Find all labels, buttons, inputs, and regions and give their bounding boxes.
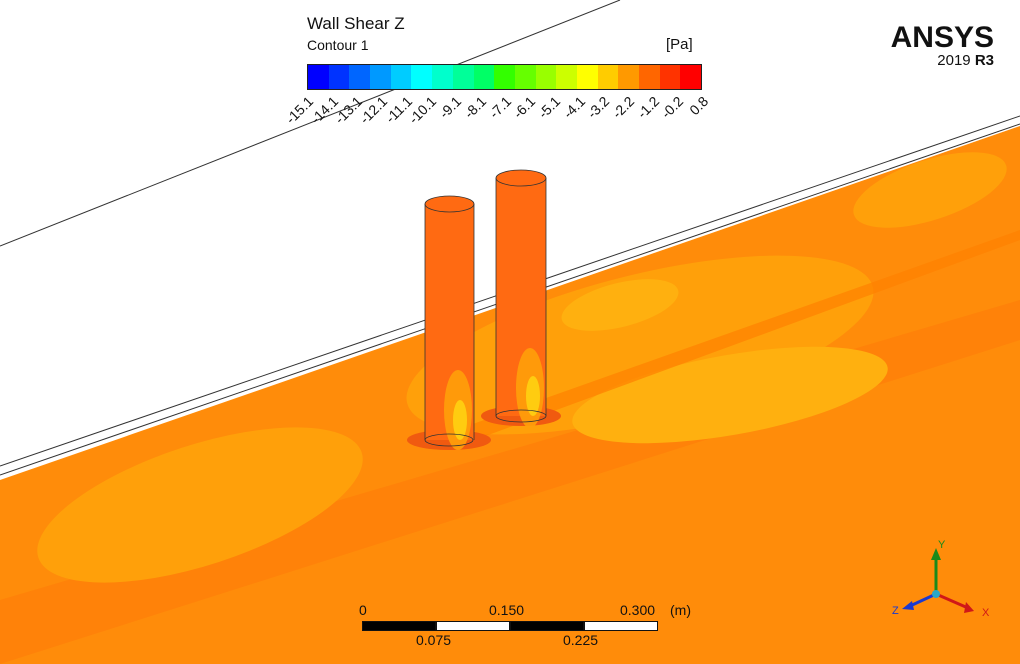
scale-label-300: 0.300 — [620, 602, 656, 618]
scale-segment — [362, 621, 436, 631]
colorbar-segment — [432, 65, 453, 89]
colorbar-segment — [473, 65, 495, 89]
colorbar — [307, 64, 702, 90]
colorbar-segment — [349, 65, 371, 89]
axis-z-label: Z — [892, 605, 899, 617]
colorbar-segment — [390, 65, 412, 89]
legend-subtitle: Contour 1 — [307, 37, 369, 53]
colorbar-segment — [680, 65, 702, 89]
axis-x-label: X — [982, 607, 990, 619]
colorbar-segment — [659, 65, 681, 89]
scale-label-0: 0 — [359, 602, 367, 618]
scale-bar: 0 0.150 0.300 (m) 0.075 0.225 — [359, 602, 691, 662]
contour-region — [572, 346, 888, 444]
colorbar-segment — [556, 65, 577, 89]
scale-segment — [510, 621, 584, 631]
colorbar-segment — [452, 65, 474, 89]
scale-segment — [584, 621, 658, 631]
colorbar-segment — [576, 65, 598, 89]
scale-segment — [436, 621, 510, 631]
axis-triad: Y X Z — [892, 539, 990, 619]
ansys-logo: ANSYS 2019 R3 — [890, 21, 994, 70]
colorbar-segment — [618, 65, 639, 89]
colorbar-segment — [514, 65, 536, 89]
cylinder-left — [407, 195, 491, 450]
domain-edge-line — [0, 0, 621, 247]
legend-unit: [Pa] — [666, 36, 693, 53]
colorbar-segment — [535, 65, 557, 89]
cylinder-right — [481, 169, 561, 428]
colorbar-segment — [597, 65, 619, 89]
contour-region — [853, 152, 1007, 228]
contour-region — [561, 279, 679, 331]
axis-y-label: Y — [938, 539, 946, 551]
colorbar-segment — [494, 65, 515, 89]
legend-title: Wall Shear Z — [307, 14, 405, 33]
scale-label-075: 0.075 — [416, 632, 452, 648]
colorbar-segment — [370, 65, 391, 89]
contour-region — [37, 427, 363, 583]
brand-name: ANSYS — [890, 21, 994, 54]
colorbar-segment — [308, 65, 329, 89]
brand-version: 2019 R3 — [891, 52, 994, 70]
version-year: 2019 — [937, 52, 971, 69]
scale-unit: (m) — [670, 602, 691, 618]
colorbar-segment — [328, 65, 350, 89]
colorbar-segment — [411, 65, 433, 89]
version-release: R3 — [974, 52, 994, 69]
wake-streak — [470, 230, 1020, 438]
scale-label-150: 0.150 — [489, 602, 525, 618]
colorbar-segment — [639, 65, 660, 89]
scale-label-225: 0.225 — [563, 632, 599, 648]
